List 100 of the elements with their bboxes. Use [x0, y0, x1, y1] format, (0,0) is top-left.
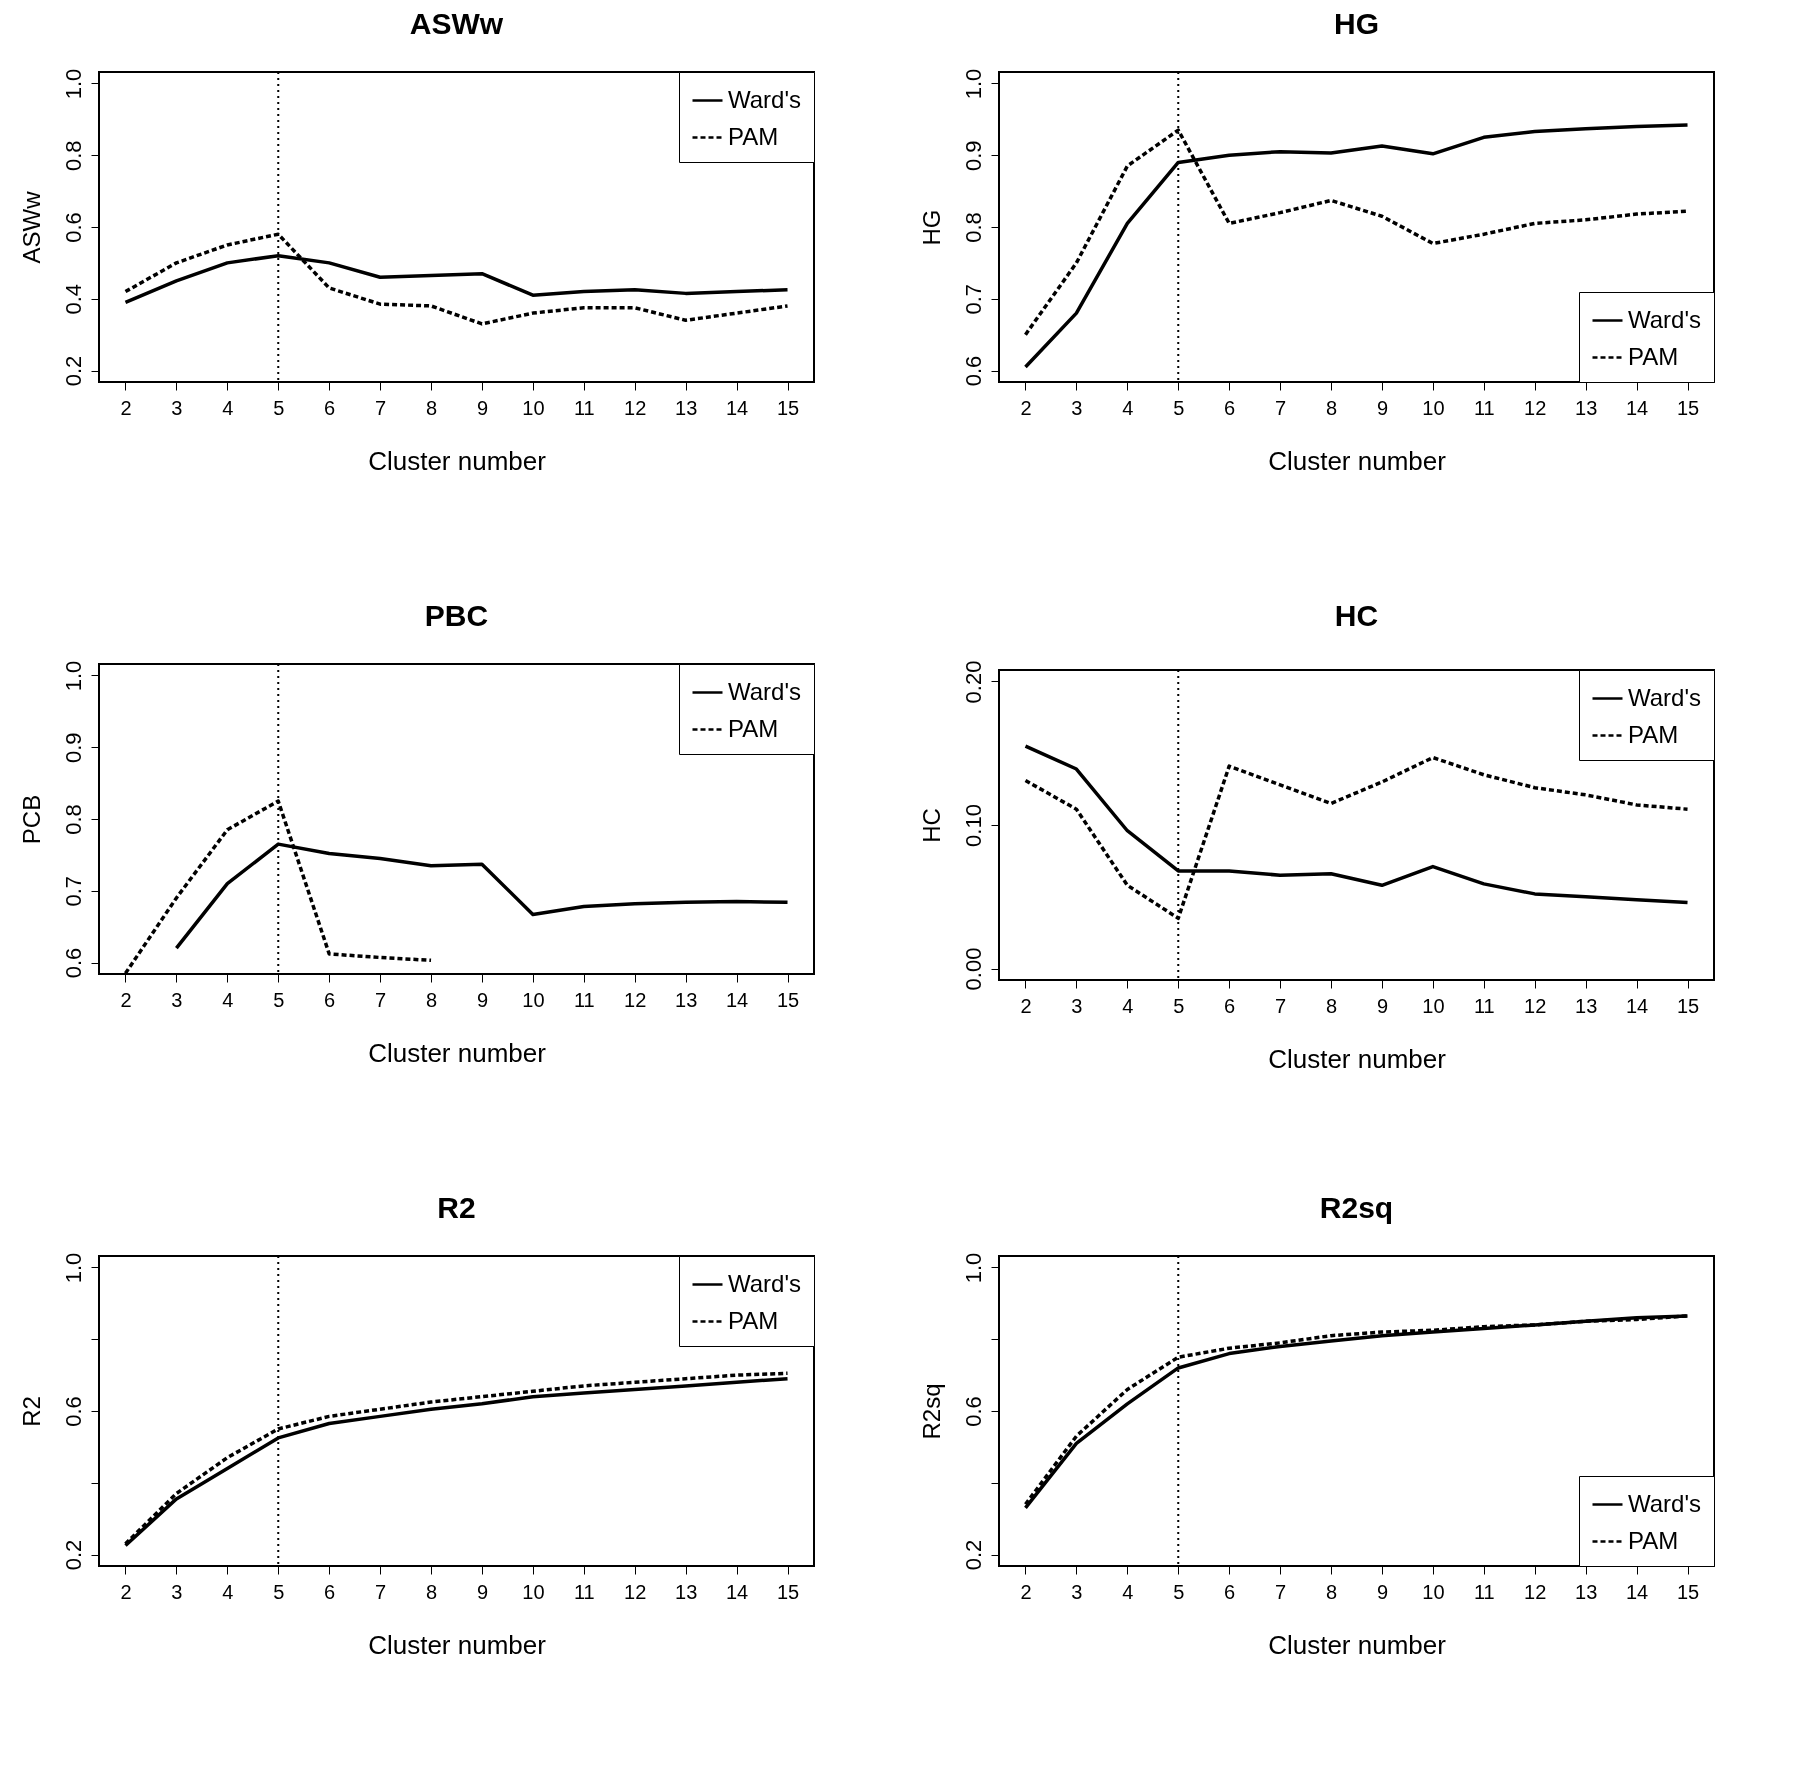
y-tick-label: 0.8	[60, 140, 86, 172]
y-tick-label: 1.0	[960, 1252, 986, 1284]
y-tick-label: 0.2	[60, 1539, 86, 1571]
x-tick-label: 3	[1071, 396, 1083, 419]
x-tick-label: 5	[1173, 994, 1185, 1017]
x-tick-label: 13	[675, 1580, 698, 1603]
x-tick-label: 15	[1676, 396, 1700, 419]
x-axis-title: Cluster number	[1268, 1043, 1447, 1074]
x-tick-label: 6	[324, 396, 336, 419]
legend-label: PAM	[728, 714, 779, 742]
x-tick-label: 4	[1122, 994, 1134, 1017]
legend-label: Ward's	[728, 1269, 802, 1297]
x-tick-label: 14	[725, 988, 749, 1011]
y-tick-label: 1.0	[60, 660, 86, 692]
x-tick-label: 3	[171, 396, 183, 419]
legend-label: PAM	[1628, 1526, 1679, 1554]
x-tick-label: 15	[776, 396, 800, 419]
x-tick-label: 9	[1376, 994, 1389, 1017]
legend-label: Ward's	[728, 677, 802, 705]
x-tick-label: 5	[273, 988, 285, 1011]
x-tick-label: 14	[1625, 1580, 1649, 1603]
x-axis-title: Cluster number	[1268, 445, 1447, 476]
x-tick-label: 9	[476, 988, 489, 1011]
x-tick-label: 8	[425, 1580, 438, 1603]
x-tick-label: 8	[1325, 396, 1338, 419]
x-tick-label: 9	[1376, 396, 1389, 419]
x-tick-label: 13	[1575, 994, 1598, 1017]
x-tick-label: 11	[573, 396, 595, 419]
y-tick-label: 0.7	[960, 283, 986, 315]
y-tick-label: 0.6	[960, 1396, 986, 1427]
chart-title: R2	[437, 1191, 476, 1225]
x-tick-label: 10	[522, 1580, 545, 1603]
x-tick-label: 5	[1173, 396, 1185, 419]
x-axis-title: Cluster number	[368, 445, 547, 476]
x-tick-label: 14	[725, 1580, 749, 1603]
x-tick-label: 12	[624, 1580, 647, 1603]
y-tick-label: 0.4	[60, 283, 86, 315]
y-axis-title: HC	[917, 808, 945, 843]
x-tick-label: 3	[171, 1580, 183, 1603]
legend-label: PAM	[728, 1306, 779, 1334]
x-tick-label: 8	[1325, 994, 1338, 1017]
x-tick-label: 12	[1524, 1580, 1547, 1603]
y-tick-label: 0.9	[60, 732, 86, 764]
x-tick-label: 8	[425, 396, 438, 419]
x-tick-label: 9	[476, 396, 489, 419]
x-tick-label: 11	[1473, 396, 1495, 419]
y-tick-label: 0.00	[960, 947, 986, 991]
chart-title: PBC	[424, 599, 489, 633]
x-tick-label: 9	[476, 1580, 489, 1603]
x-tick-label: 13	[1575, 1580, 1598, 1603]
legend-label: Ward's	[1628, 305, 1702, 333]
y-axis-title: R2sq	[917, 1383, 945, 1440]
x-tick-label: 4	[222, 988, 234, 1011]
y-tick-label: 0.8	[960, 212, 986, 243]
y-tick-label: 0.8	[60, 804, 86, 835]
x-tick-label: 5	[1173, 1580, 1185, 1603]
x-tick-label: 4	[222, 1580, 234, 1603]
y-tick-label: 1.0	[960, 68, 986, 100]
x-tick-label: 15	[776, 1580, 800, 1603]
x-tick-label: 10	[1422, 1580, 1445, 1603]
x-tick-label: 12	[1524, 994, 1547, 1017]
x-tick-label: 12	[624, 396, 647, 419]
legend-label: Ward's	[1628, 683, 1702, 711]
x-tick-label: 2	[120, 396, 132, 419]
y-tick-label: 1.0	[60, 68, 86, 100]
x-axis-title: Cluster number	[368, 1037, 547, 1068]
x-tick-label: 3	[171, 988, 183, 1011]
x-tick-label: 7	[375, 396, 387, 419]
x-tick-label: 7	[1275, 1580, 1287, 1603]
x-tick-label: 8	[1325, 1580, 1338, 1603]
x-axis-title: Cluster number	[368, 1629, 547, 1660]
chart-title: HC	[1334, 599, 1379, 633]
x-tick-label: 15	[1676, 1580, 1700, 1603]
y-tick-label: 0.6	[960, 355, 986, 387]
x-tick-label: 13	[1575, 396, 1598, 419]
y-tick-label: 0.9	[960, 140, 986, 172]
x-tick-label: 7	[375, 988, 387, 1011]
chart-title: HG	[1334, 7, 1379, 41]
y-tick-label: 0.7	[60, 875, 86, 907]
x-axis-title: Cluster number	[1268, 1629, 1447, 1660]
x-tick-label: 12	[624, 988, 647, 1011]
chart-title: R2sq	[1319, 1191, 1394, 1225]
x-tick-label: 15	[1676, 994, 1700, 1017]
x-tick-label: 6	[324, 1580, 336, 1603]
x-tick-label: 10	[522, 396, 545, 419]
x-tick-label: 6	[1224, 994, 1236, 1017]
x-tick-label: 11	[1473, 1580, 1495, 1603]
x-tick-label: 7	[1275, 994, 1287, 1017]
y-axis-title: HG	[917, 209, 945, 246]
y-tick-label: 0.20	[960, 660, 986, 704]
y-tick-label: 0.6	[60, 212, 86, 243]
x-tick-label: 14	[725, 396, 749, 419]
x-tick-label: 3	[1071, 1580, 1083, 1603]
x-tick-label: 6	[324, 988, 336, 1011]
y-tick-label: 0.6	[60, 1396, 86, 1427]
y-tick-label: 0.2	[960, 1539, 986, 1571]
x-tick-label: 5	[273, 396, 285, 419]
y-tick-label: 0.6	[60, 947, 86, 979]
x-tick-label: 2	[120, 988, 132, 1011]
x-tick-label: 11	[573, 988, 595, 1011]
